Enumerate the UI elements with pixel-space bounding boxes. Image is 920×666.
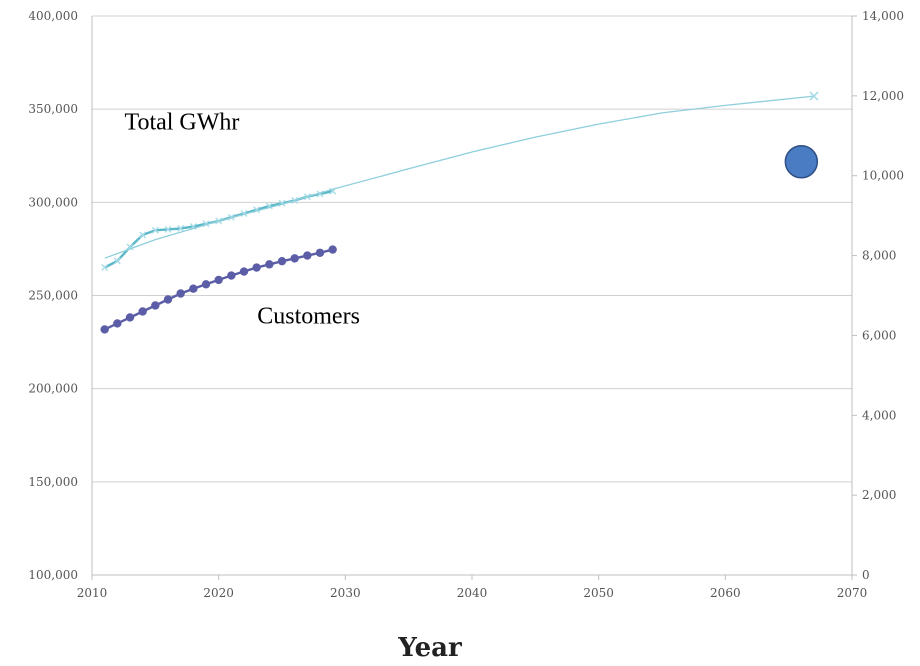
x-axis-title: Year <box>397 633 462 663</box>
total-gwhr-point <box>101 264 109 272</box>
y-tick-label-left: 100,000 <box>28 568 78 582</box>
customers-point <box>176 289 185 298</box>
customers-point <box>227 271 236 280</box>
x-tick-label: 2060 <box>710 586 741 600</box>
grid <box>92 15 852 576</box>
x-tick-label: 2010 <box>77 586 108 600</box>
y-ticks-right: 0 2,000 4,000 6,000 8,000 10,000 12,000 14,000 <box>852 9 904 582</box>
customers-point <box>315 248 325 257</box>
total-gwhr-point <box>113 257 121 265</box>
x-tick-label: 2070 <box>837 586 868 600</box>
customers-point <box>239 267 249 276</box>
x-tick-label: 2050 <box>583 586 614 600</box>
x-tick-label: 2030 <box>330 586 361 600</box>
y-tick-label-right: 6,000 <box>862 328 896 342</box>
customers-point <box>151 301 160 310</box>
customers-point <box>290 254 299 263</box>
total-gwhr-point <box>151 226 159 234</box>
customers-point <box>201 280 211 289</box>
trend-end-point <box>809 91 819 101</box>
total-gwhr-point <box>240 210 248 218</box>
y-tick-label-left: 300,000 <box>28 195 78 209</box>
y-tick-label-left: 150,000 <box>28 475 78 489</box>
x-ticks: 2010 2020 2030 2040 2050 2060 2070 <box>77 575 868 600</box>
markers-group <box>784 144 819 179</box>
customers-point <box>189 284 198 293</box>
y-tick-label-left: 350,000 <box>28 102 78 116</box>
y-tick-label-left: 200,000 <box>28 382 78 396</box>
customers-point <box>138 307 147 316</box>
customers-point <box>277 256 287 266</box>
total-gwhr-point <box>177 224 185 232</box>
y-tick-label-right: 2,000 <box>862 488 896 502</box>
x-tick-label: 2040 <box>457 586 488 600</box>
customers-point <box>163 295 173 304</box>
annotations-group: Total GWhr Customers <box>124 110 359 330</box>
y-tick-label-left: 250,000 <box>28 289 78 303</box>
customers-point <box>100 325 109 334</box>
y-tick-label-left: 400,000 <box>28 9 78 23</box>
y-tick-label-right: 4,000 <box>862 408 896 422</box>
total-gwhr-point <box>164 225 172 233</box>
y-tick-label-right: 14,000 <box>862 9 904 23</box>
x-tick-label: 2020 <box>203 586 234 600</box>
customers-point <box>214 275 223 285</box>
y-tick-label-right: 12,000 <box>862 89 904 103</box>
series-group <box>100 91 819 334</box>
y-ticks-left: 100,000 150,000 200,000 250,000 300,000 350,0… <box>28 9 78 582</box>
customers-point <box>265 260 274 269</box>
customers-point <box>328 245 337 254</box>
total-gwhr-point <box>139 231 147 239</box>
y-tick-label-right: 0 <box>862 568 870 582</box>
customers-point <box>113 319 122 328</box>
customers-point <box>303 251 312 260</box>
blue-circle-marker <box>784 144 819 179</box>
y-tick-label-right: 8,000 <box>862 249 896 263</box>
customers-point <box>252 263 261 272</box>
series-line-1 <box>104 95 815 259</box>
customers-label: Customers <box>257 303 360 329</box>
y-tick-label-right: 10,000 <box>862 169 904 183</box>
customers-point <box>125 313 135 322</box>
total-gwhr-label: Total GWhr <box>124 110 239 136</box>
